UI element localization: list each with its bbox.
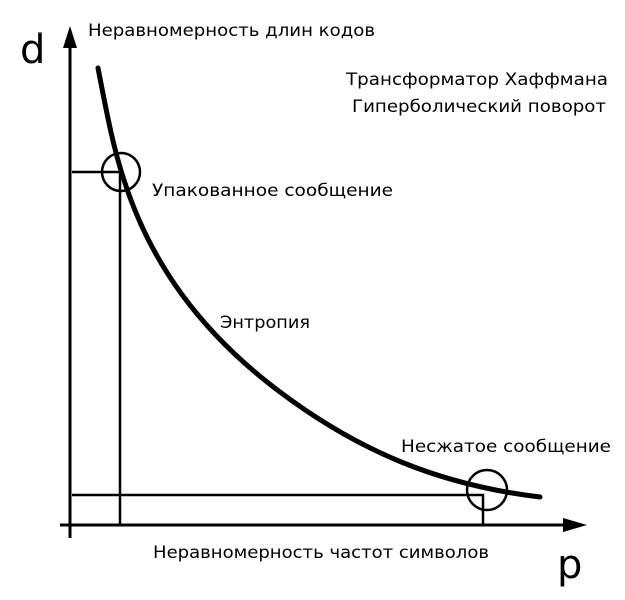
annotation: Упакованное сообщение: [152, 181, 393, 201]
axes: [60, 26, 587, 538]
packed-marker: [100, 151, 142, 193]
y-symbol: d: [20, 27, 45, 73]
entropy-curve: [95, 65, 543, 500]
uncompressed-guide: [72, 493, 485, 525]
x-symbol: p: [557, 542, 582, 588]
title: Гиперболический поворот: [352, 97, 606, 117]
x-arrow: [563, 518, 587, 532]
x-label: Неравномерность частот символов: [153, 543, 489, 563]
packed-guide: [72, 170, 122, 525]
y-label: Неравномерность длин кодов: [88, 21, 375, 41]
y-arrow: [63, 26, 77, 48]
guides: [72, 151, 509, 525]
annotation: Несжатое сообщение: [401, 437, 611, 457]
annotation: Энтропия: [220, 313, 310, 333]
uncompressed-marker: [465, 468, 509, 512]
title: Трансформатор Хаффмана: [345, 70, 608, 90]
